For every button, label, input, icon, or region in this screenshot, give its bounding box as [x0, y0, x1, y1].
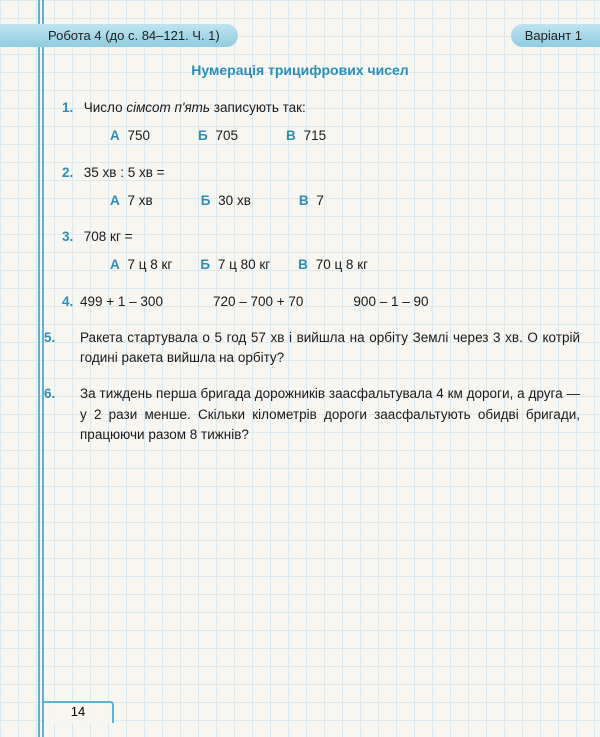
content-area: 1. Число сімсот п'ять записують так: А 7…	[62, 98, 580, 461]
q2-opt-b-val: 30 хв	[218, 193, 251, 208]
opt-label-b: Б	[198, 128, 208, 143]
question-number: 6.	[62, 384, 80, 404]
q3-text: 708 кг =	[84, 229, 133, 244]
q2-opt-a: А 7 хв	[110, 191, 153, 211]
q5-text: Ракета стартувала о 5 год 57 хв і вийшла…	[80, 330, 580, 365]
question-1: 1. Число сімсот п'ять записують так: А 7…	[62, 98, 580, 147]
q1-opt-c: В 715	[286, 126, 326, 146]
section-title: Нумерація трицифрових чисел	[0, 62, 600, 78]
header-left-pill: Робота 4 (до с. 84–121. Ч. 1)	[0, 24, 238, 47]
q3-opt-c-val: 70 ц 8 кг	[316, 257, 368, 272]
opt-label-a: А	[110, 128, 120, 143]
question-4: 4.499 + 1 – 300 720 – 700 + 70 900 – 1 –…	[62, 292, 580, 312]
question-number: 4.	[62, 292, 80, 312]
q1-text-after: записують так:	[210, 100, 306, 115]
q3-opt-c: В 70 ц 8 кг	[298, 255, 368, 275]
q4-expr-1: 499 + 1 – 300	[80, 294, 163, 309]
q2-text: 35 хв : 5 хв =	[84, 165, 165, 180]
q1-text-before: Число	[84, 100, 127, 115]
q4-expr-2: 720 – 700 + 70	[213, 292, 303, 312]
page-number: 14	[71, 704, 85, 719]
question-number: 1.	[62, 98, 80, 118]
q2-opt-c-val: 7	[316, 193, 324, 208]
question-number: 2.	[62, 163, 80, 183]
q1-opt-b-val: 705	[216, 128, 239, 143]
q1-opt-a: А 750	[110, 126, 150, 146]
question-6: 6.За тиждень перша бригада дорожників за…	[80, 384, 580, 445]
question-3: 3. 708 кг = А 7 ц 8 кг Б 7 ц 80 кг В 70 …	[62, 227, 580, 276]
q2-opt-b: Б 30 хв	[201, 191, 251, 211]
question-5: 5.Ракета стартувала о 5 год 57 хв і вийш…	[80, 328, 580, 369]
opt-label-b: Б	[201, 193, 211, 208]
page-number-box: 14	[44, 701, 114, 723]
q6-text: За тиждень перша бригада дорожників заас…	[80, 386, 580, 442]
opt-label-a: А	[110, 193, 120, 208]
q3-options: А 7 ц 8 кг Б 7 ц 80 кг В 70 ц 8 кг	[110, 255, 580, 275]
q1-italic: сімсот п'ять	[126, 100, 210, 115]
question-number: 5.	[62, 328, 80, 348]
opt-label-c: В	[286, 128, 296, 143]
q3-opt-b: Б 7 ц 80 кг	[200, 255, 270, 275]
q1-options: А 750 Б 705 В 715	[110, 126, 580, 146]
q2-opt-a-val: 7 хв	[128, 193, 153, 208]
q1-opt-c-val: 715	[304, 128, 327, 143]
q3-opt-a: А 7 ц 8 кг	[110, 255, 172, 275]
opt-label-a: А	[110, 257, 120, 272]
q3-opt-a-val: 7 ц 8 кг	[128, 257, 173, 272]
margin-line	[38, 0, 40, 737]
q4-expr-3: 900 – 1 – 90	[353, 292, 428, 312]
q3-opt-b-val: 7 ц 80 кг	[218, 257, 270, 272]
margin-line-2	[42, 0, 44, 737]
question-2: 2. 35 хв : 5 хв = А 7 хв Б 30 хв В 7	[62, 163, 580, 212]
q1-opt-b: Б 705	[198, 126, 238, 146]
opt-label-c: В	[298, 257, 308, 272]
q2-opt-c: В 7	[299, 191, 324, 211]
header-right-pill: Варіант 1	[511, 24, 600, 47]
opt-label-b: Б	[200, 257, 210, 272]
q1-opt-a-val: 750	[128, 128, 151, 143]
question-number: 3.	[62, 227, 80, 247]
opt-label-c: В	[299, 193, 309, 208]
header: Робота 4 (до с. 84–121. Ч. 1) Варіант 1	[0, 22, 600, 48]
q2-options: А 7 хв Б 30 хв В 7	[110, 191, 580, 211]
